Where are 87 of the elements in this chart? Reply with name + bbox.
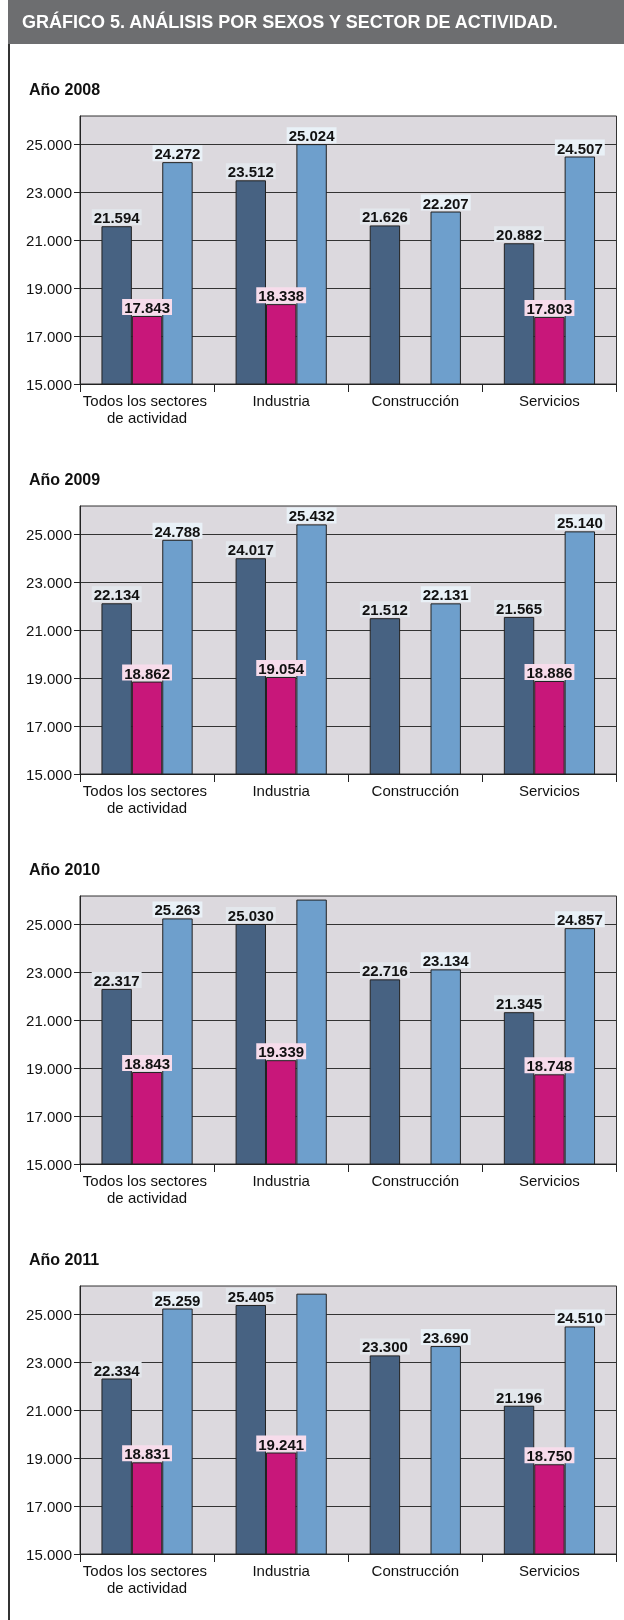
data-label: 18.338 — [258, 287, 305, 305]
data-label: 24.017 — [227, 541, 274, 559]
x-tick-label: Construcción — [371, 392, 460, 409]
data-label: 19.241 — [258, 1435, 305, 1453]
data-label: 25.432 — [288, 507, 335, 525]
data-label: 17.843 — [124, 298, 171, 316]
data-label: 18.886 — [526, 664, 573, 682]
y-tick-label: 25.000 — [26, 1306, 72, 1324]
x-tick-label: Todos los sectores de actividad — [82, 1172, 212, 1206]
y-tick-label: 15.000 — [26, 765, 72, 783]
x-tick-label: Industria — [252, 1562, 311, 1579]
y-tick-label: 23.000 — [26, 574, 72, 592]
y-tick-label: 17.000 — [26, 1497, 72, 1515]
chart-subtitle: Año 2008 — [29, 80, 101, 98]
data-label: 22.207 — [422, 194, 469, 212]
y-tick-label: 15.000 — [26, 375, 72, 393]
data-label: 25.140 — [556, 514, 603, 532]
data-label: 24.272 — [154, 145, 201, 163]
x-tick-label: Servicios — [519, 782, 580, 799]
x-tick-label: Industria — [252, 1172, 311, 1189]
data-label: 19.339 — [258, 1043, 305, 1061]
x-tick-label: Construcción — [371, 1172, 460, 1189]
x-tick-label: Servicios — [519, 1172, 580, 1189]
y-tick-label: 25.000 — [26, 526, 72, 544]
y-tick-label: 21.000 — [26, 1011, 72, 1029]
data-label: 21.594 — [93, 209, 141, 227]
x-tick-label: Construcción — [371, 1562, 460, 1579]
data-label: 25.259 — [154, 1291, 201, 1309]
data-label: 23.512 — [227, 163, 274, 181]
y-tick-label: 19.000 — [26, 1449, 72, 1467]
data-label: 21.565 — [496, 599, 542, 617]
y-tick-label: 17.000 — [26, 717, 72, 735]
data-label: 21.345 — [496, 995, 542, 1013]
data-label: 25.030 — [227, 907, 274, 924]
y-tick-label: 19.000 — [26, 1059, 72, 1077]
data-label: 18.831 — [124, 1445, 171, 1463]
data-label: 22.131 — [422, 586, 469, 604]
y-tick-label: 21.000 — [26, 231, 72, 249]
y-tick-label: 25.000 — [26, 136, 72, 154]
y-tick-label: 23.000 — [26, 964, 72, 982]
y-tick-label: 17.000 — [26, 1107, 72, 1125]
x-tick-label: Todos los sectores de actividad — [82, 1562, 212, 1596]
y-tick-label: 15.000 — [26, 1155, 72, 1173]
y-tick-label: 25.000 — [26, 916, 72, 934]
x-tick-label: Servicios — [519, 392, 580, 409]
data-label: 22.317 — [93, 971, 140, 989]
y-tick-label: 21.000 — [26, 621, 72, 639]
data-label: 17.803 — [526, 299, 573, 317]
data-label: 21.196 — [496, 1388, 542, 1406]
x-tick-label: Construcción — [371, 782, 460, 799]
data-label: 23.134 — [422, 952, 470, 970]
data-label: 24.788 — [154, 522, 201, 540]
x-tick-label: Industria — [252, 782, 311, 799]
data-label: 18.750 — [526, 1447, 573, 1465]
x-tick-label: Servicios — [519, 1562, 580, 1579]
y-tick-label: 23.000 — [26, 1354, 72, 1372]
chart-subtitle: Año 2011 — [29, 1250, 100, 1268]
y-tick-label: 17.000 — [26, 327, 72, 345]
x-tick-label: Industria — [252, 392, 311, 409]
data-label: 22.716 — [361, 962, 408, 980]
data-label: 21.512 — [361, 601, 408, 619]
data-label: 21.626 — [361, 208, 408, 226]
data-label: 24.507 — [556, 139, 603, 157]
data-label: 25.024 — [288, 127, 336, 145]
chart-subtitle: Año 2010 — [29, 860, 101, 878]
chart-subtitle: Año 2009 — [29, 470, 101, 488]
data-label: 24.510 — [556, 1309, 603, 1327]
y-tick-label: 19.000 — [26, 669, 72, 687]
y-tick-label: 19.000 — [26, 279, 72, 297]
y-tick-label: 15.000 — [26, 1545, 72, 1563]
data-label: 18.748 — [526, 1057, 573, 1075]
x-tick-label: Todos los sectores de actividad — [82, 782, 212, 816]
data-label: 23.300 — [361, 1338, 408, 1356]
x-tick-label: Todos los sectores de actividad — [82, 392, 212, 426]
y-tick-label: 23.000 — [26, 184, 72, 202]
y-tick-label: 21.000 — [26, 1401, 72, 1419]
data-label: 18.862 — [124, 664, 171, 682]
data-label: 19.054 — [258, 659, 305, 677]
data-label: 20.882 — [496, 226, 542, 244]
data-label: 24.857 — [556, 911, 603, 929]
data-label: 25.263 — [154, 901, 201, 919]
data-label: 23.690 — [422, 1329, 469, 1347]
data-label: 22.334 — [93, 1361, 141, 1379]
data-label: 25.405 — [227, 1288, 274, 1306]
data-label: 22.134 — [93, 586, 141, 604]
chart-title: GRÁFICO 5. ANÁLISIS POR SEXOS Y SECTOR DE ACTIVIDAD. — [8, 0, 624, 44]
data-label: 18.843 — [124, 1055, 171, 1073]
